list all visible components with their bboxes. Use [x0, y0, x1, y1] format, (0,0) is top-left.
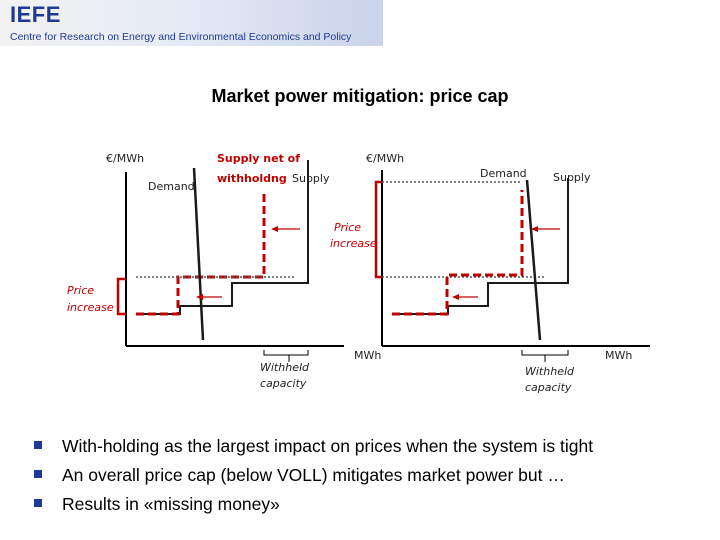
bullet-list: With-holding as the largest impact on pr…	[34, 432, 593, 519]
left-supply-net-label-1: Supply net of	[217, 152, 300, 165]
right-demand-curve	[525, 179, 542, 341]
bullet-item: An overall price cap (below VOLL) mitiga…	[34, 461, 593, 490]
bullet-item: With-holding as the largest impact on pr…	[34, 432, 593, 461]
left-arrow-small-head	[196, 294, 203, 300]
bullet-text: Results in «missing money»	[62, 494, 280, 514]
right-x-axis-label-end: MWh	[605, 349, 632, 362]
bullet-text: With-holding as the largest impact on pr…	[62, 436, 594, 456]
left-supply-label: Supply	[292, 172, 330, 185]
right-arrow-small-head	[452, 294, 459, 300]
right-y-axis-label: €/MWh	[366, 152, 404, 165]
square-bullet-icon	[34, 470, 42, 478]
square-bullet-icon	[34, 499, 42, 507]
bullet-item: Results in «missing money»	[34, 490, 593, 519]
right-price-increase-label-1: Price	[334, 221, 361, 234]
right-supply-net-curve	[392, 190, 524, 316]
right-demand-label: Demand	[480, 167, 527, 180]
page-title: Market power mitigation: price cap	[211, 86, 509, 106]
left-price-increase-label-2: increase	[67, 301, 114, 314]
square-bullet-icon	[34, 441, 42, 449]
left-supply-curve	[136, 160, 309, 315]
right-withheld-bracket	[521, 350, 569, 356]
left-demand-curve	[192, 167, 205, 341]
left-withheld-label-1: Withheld	[260, 361, 310, 374]
left-price-increase-bracket	[116, 277, 126, 316]
left-supply-net-label-2: withholdng	[217, 172, 287, 185]
left-price-increase-label-1: Price	[67, 284, 94, 297]
right-supply-curve	[392, 178, 569, 315]
right-withheld-label-2: capacity	[525, 381, 572, 394]
right-price-increase-label-2: increase	[330, 237, 377, 250]
right-withheld-label-1: Withheld	[525, 365, 575, 378]
right-price-increase-bracket	[374, 180, 382, 279]
left-withheld-bracket	[263, 350, 309, 356]
right-x-axis-label: MWh	[354, 349, 381, 362]
right-supply-label: Supply	[553, 171, 591, 184]
left-withheld-label-2: capacity	[260, 377, 307, 390]
right-panel: €/MWh MWh Price increase Demand Supply W…	[330, 152, 650, 394]
header-banner: IEFE Centre for Research on Energy and E…	[0, 0, 383, 46]
bullet-text: An overall price cap (below VOLL) mitiga…	[62, 465, 565, 485]
left-demand-label: Demand	[148, 180, 195, 193]
left-panel: €/MWh Price increase Demand Supply net o…	[67, 152, 344, 390]
right-arrow-big-head	[531, 226, 538, 232]
left-arrow-big-head	[271, 226, 278, 232]
left-y-axis-label: €/MWh	[106, 152, 144, 165]
logo: IEFE	[10, 2, 61, 27]
organization-name: Centre for Research on Energy and Enviro…	[10, 31, 352, 43]
